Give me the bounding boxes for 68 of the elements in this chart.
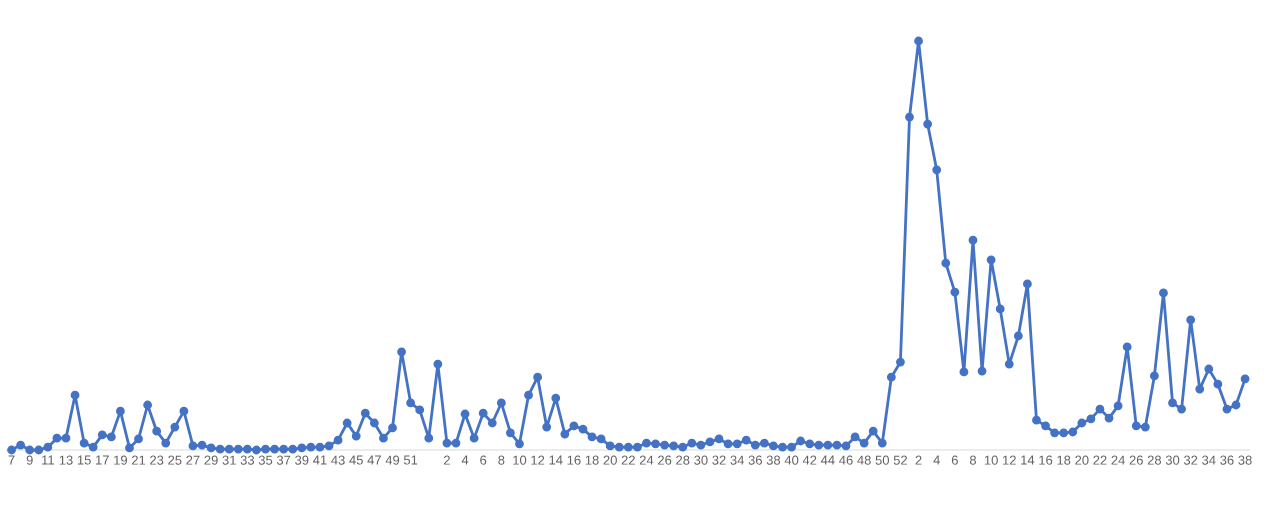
x-tick-label: 25 bbox=[168, 455, 182, 465]
x-tick-label: 38 bbox=[1238, 455, 1252, 465]
x-tick-label: 27 bbox=[186, 455, 200, 465]
x-tick-label: 12 bbox=[531, 455, 545, 465]
x-tick-label: 28 bbox=[1147, 455, 1162, 465]
x-tick-label: 8 bbox=[498, 455, 505, 465]
x-tick-label: 35 bbox=[258, 455, 273, 465]
x-tick-label: 10 bbox=[984, 455, 998, 465]
x-tick-label: 31 bbox=[222, 455, 236, 465]
x-tick-label: 2 bbox=[915, 455, 922, 465]
x-tick-label: 12 bbox=[1003, 455, 1016, 465]
x-tick-label: 16 bbox=[567, 455, 581, 465]
x-tick-label: 36 bbox=[748, 455, 762, 465]
x-tick-label: 45 bbox=[349, 455, 363, 465]
x-tick-label: 15 bbox=[77, 455, 91, 465]
x-tick-label: 49 bbox=[385, 455, 400, 465]
x-tick-label: 20 bbox=[1075, 455, 1089, 465]
x-tick-label: 30 bbox=[694, 455, 708, 465]
x-tick-label: 37 bbox=[276, 455, 291, 465]
x-tick-label: 14 bbox=[1021, 455, 1035, 465]
x-tick-label: 22 bbox=[1093, 455, 1107, 465]
x-tick-label: 39 bbox=[295, 455, 309, 465]
x-tick-label: 28 bbox=[676, 455, 690, 465]
x-tick-label: 20 bbox=[603, 455, 617, 465]
x-tick-label: 18 bbox=[1057, 455, 1071, 465]
x-tick-label: 22 bbox=[621, 455, 635, 465]
x-tick-label: 47 bbox=[367, 455, 381, 465]
x-tick-label: 51 bbox=[403, 455, 418, 465]
x-tick-label: 33 bbox=[240, 455, 255, 465]
x-tick-label: 32 bbox=[712, 455, 726, 465]
x-tick-label: 32 bbox=[1183, 455, 1198, 465]
x-tick-label: 21 bbox=[131, 455, 146, 465]
x-tick-label: 13 bbox=[59, 455, 73, 465]
x-tick-label: 24 bbox=[1111, 455, 1125, 465]
x-tick-label: 6 bbox=[951, 455, 958, 465]
x-tick-label: 4 bbox=[933, 455, 940, 465]
x-tick-label: 46 bbox=[839, 455, 853, 465]
x-tick-label: 40 bbox=[784, 455, 799, 465]
x-tick-label: 11 bbox=[42, 455, 54, 465]
x-tick-label: 2 bbox=[443, 455, 450, 465]
x-tick-label: 26 bbox=[1129, 455, 1143, 465]
x-tick-label: 10 bbox=[513, 455, 527, 465]
x-tick-label: 48 bbox=[857, 455, 871, 465]
x-tick-label: 24 bbox=[639, 455, 654, 465]
x-tick-label: 19 bbox=[114, 455, 128, 465]
x-tick-label: 30 bbox=[1165, 455, 1180, 465]
x-tick-label: 4 bbox=[461, 455, 469, 465]
x-tick-label: 36 bbox=[1220, 455, 1234, 465]
x-tick-label: 34 bbox=[730, 455, 745, 465]
x-tick-label: 44 bbox=[820, 455, 835, 465]
x-tick-label: 50 bbox=[875, 455, 890, 465]
x-tick-label: 42 bbox=[802, 455, 817, 465]
x-tick-label: 7 bbox=[8, 455, 15, 465]
x-tick-label: 34 bbox=[1202, 455, 1216, 465]
x-tick-label: 26 bbox=[658, 455, 672, 465]
x-tick-label: 9 bbox=[26, 455, 33, 465]
x-tick-label: 29 bbox=[204, 455, 218, 465]
x-tick-label: 16 bbox=[1039, 455, 1053, 465]
x-tick-label: 17 bbox=[96, 455, 109, 465]
x-tick-label: 14 bbox=[549, 455, 563, 465]
x-tick-label: 18 bbox=[585, 455, 599, 465]
x-tick-label: 6 bbox=[480, 455, 487, 465]
x-tick-label: 8 bbox=[969, 455, 977, 465]
x-tick-label: 23 bbox=[150, 455, 164, 465]
x-tick-label: 41 bbox=[313, 455, 327, 465]
x-tick-label: 43 bbox=[331, 455, 345, 465]
x-tick-label: 38 bbox=[766, 455, 781, 465]
x-tick-label: 52 bbox=[893, 455, 907, 465]
